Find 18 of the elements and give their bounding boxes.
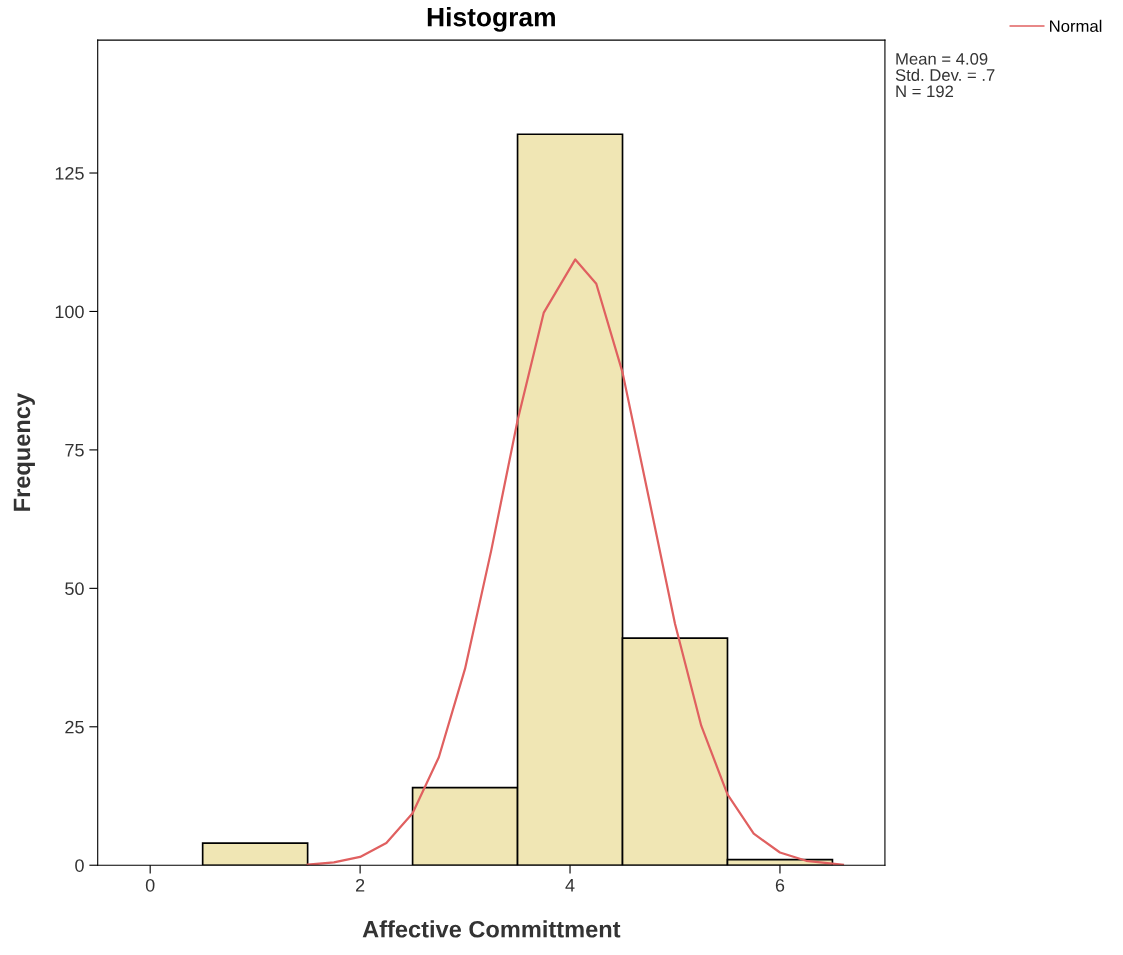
y-tick-label: 100 [55,305,84,319]
y-tick-label: 25 [65,720,84,734]
x-tick-label: 6 [775,878,785,892]
y-tick-label: 75 [65,444,84,457]
line-series [306,258,845,866]
y-axis-title: Frequency [13,393,35,511]
legend-label: Normal [1050,19,1102,33]
x-tick-label: 2 [356,878,365,892]
y-tick-label: 50 [65,582,84,596]
text: N = 192 [896,85,954,98]
chart-title: Histogram [427,7,555,32]
x-axis-title: Affective Committment [362,920,621,938]
text: Std. Dev. = .7 [895,68,995,81]
y-tick-label: 0 [75,859,84,872]
y-tick-label: 125 [55,166,84,180]
x-tick-label: 4 [565,879,575,892]
text: Mean = 4.09 [896,52,988,65]
x-tick-label: 0 [145,878,155,892]
